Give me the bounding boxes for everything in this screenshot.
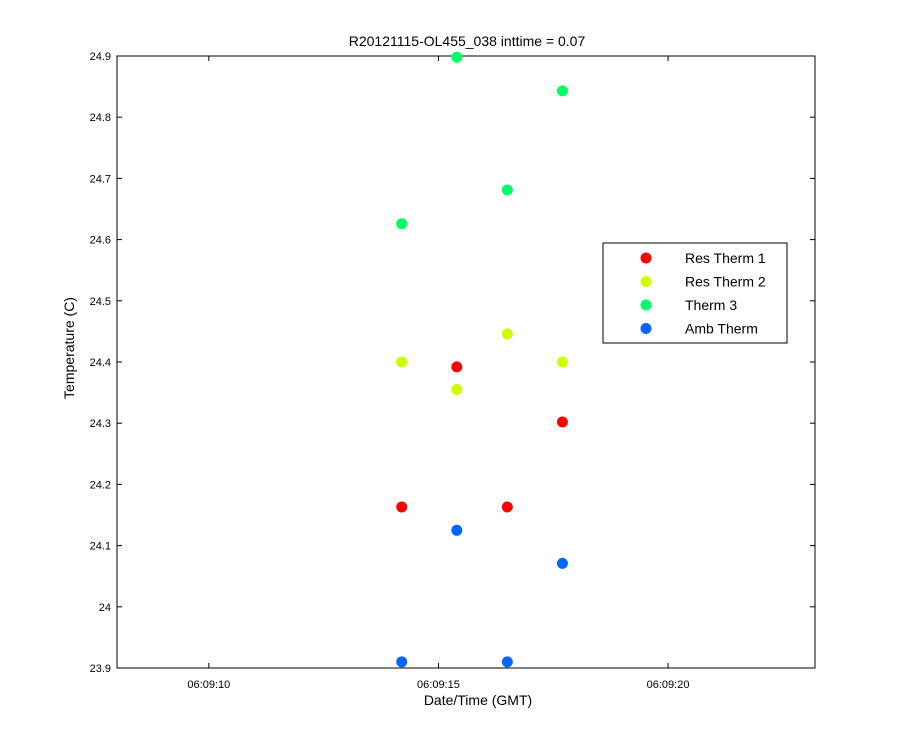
y-tick-label: 24.7 xyxy=(90,173,111,185)
x-tick-label: 06:09:10 xyxy=(187,679,230,691)
data-point-amb-therm xyxy=(451,524,463,536)
y-tick-label: 24.2 xyxy=(90,479,111,491)
data-point-amb-therm xyxy=(556,557,568,569)
data-point-res-therm-2 xyxy=(501,328,513,340)
data-point-therm-3 xyxy=(501,184,513,196)
x-tick-label: 06:09:15 xyxy=(417,679,460,691)
y-tick-label: 24.1 xyxy=(90,541,111,553)
legend-marker xyxy=(640,276,652,287)
data-point-res-therm-1 xyxy=(501,501,513,513)
data-point-res-therm-1 xyxy=(396,501,408,513)
legend-label: Amb Therm xyxy=(685,321,758,337)
y-tick-label: 24.3 xyxy=(90,418,111,430)
y-tick-label: 24.8 xyxy=(90,112,111,124)
legend-marker xyxy=(640,323,652,334)
data-point-res-therm-2 xyxy=(556,356,568,368)
data-point-amb-therm xyxy=(501,656,513,668)
data-point-therm-3 xyxy=(451,51,463,63)
y-tick-label: 24 xyxy=(99,602,111,614)
x-axis: 06:09:10 06:09:15 06:09:20 xyxy=(187,56,689,691)
y-axis-label: Temperature (C) xyxy=(61,297,77,399)
y-axis: 23.9 24 24.1 24.2 24.3 24.4 24.5 24.6 24.7 24.8 24… xyxy=(90,51,815,675)
y-tick-label: 24.6 xyxy=(90,235,111,247)
y-tick-label: 24.5 xyxy=(90,296,111,308)
x-tick-label: 06:09:20 xyxy=(647,679,690,691)
data-point-res-therm-1 xyxy=(451,361,463,373)
data-point-res-therm-2 xyxy=(396,356,408,368)
data-point-res-therm-2 xyxy=(451,384,463,396)
legend: Res Therm 1 Res Therm 2 Therm 3 Amb Therm xyxy=(602,242,788,344)
y-tick-label: 24.4 xyxy=(90,357,111,369)
data-point-therm-3 xyxy=(556,85,568,97)
legend-marker xyxy=(640,252,652,264)
data-point-therm-3 xyxy=(396,218,408,230)
legend-box xyxy=(602,242,788,344)
y-tick-label: 24.9 xyxy=(90,51,111,63)
x-axis-label: Date/Time (GMT) xyxy=(424,692,532,708)
data-point-amb-therm xyxy=(396,656,408,668)
plot-area xyxy=(116,55,816,669)
legend-marker xyxy=(640,299,652,311)
legend-label: Res Therm 1 xyxy=(685,250,766,266)
legend-label: Res Therm 2 xyxy=(685,274,766,290)
chart-title: R20121115-OL455_038 inttime = 0.07 xyxy=(349,33,586,49)
legend-label: Therm 3 xyxy=(685,297,737,313)
data-point-res-therm-1 xyxy=(556,416,568,428)
data-points xyxy=(396,51,568,668)
y-tick-label: 23.9 xyxy=(90,663,111,675)
